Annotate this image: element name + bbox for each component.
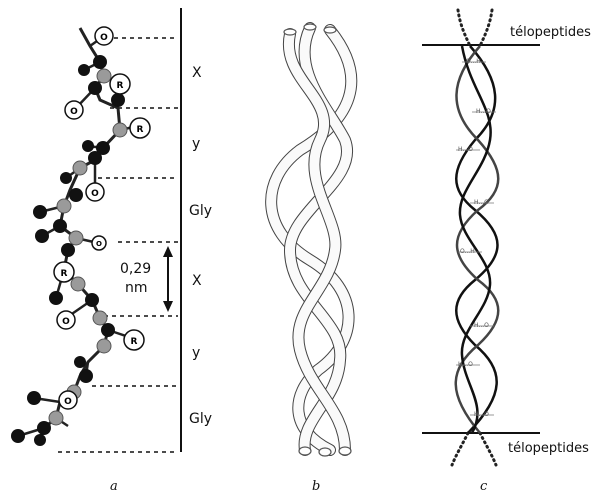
bottom-telopeptides-label: télopeptides (508, 441, 589, 456)
svg-text:R: R (137, 125, 144, 135)
atom-r-1: R (109, 73, 131, 95)
segment-label-gly: Gly (189, 203, 212, 219)
svg-text:O: O (91, 189, 99, 199)
atom-o-6: O (58, 390, 78, 410)
grey-atoms (48, 68, 128, 426)
segment-label-y: y (192, 136, 200, 152)
atom-o-4: O (91, 235, 107, 251)
caption-a: a (110, 479, 118, 494)
segment-label-x-2: X (192, 273, 202, 289)
caption-c: c (480, 479, 488, 494)
atom-r-4: R (123, 329, 145, 351)
panel-c: télopeptides télopeptides O...H (422, 8, 591, 494)
svg-text:R: R (131, 337, 138, 347)
helix-strands (454, 45, 500, 434)
atom-r-2: R (129, 117, 151, 139)
svg-text:R: R (61, 269, 68, 279)
hbond-labels: O...H H...O H...O H...O O...H H...O H...… (458, 58, 491, 418)
labelled-atoms: O R O R O O R (53, 26, 151, 410)
svg-text:O: O (100, 33, 108, 43)
svg-text:R: R (117, 81, 124, 91)
hbond-label: H...O (458, 146, 473, 153)
caption-b: b (312, 479, 320, 494)
atom-o-1: O (94, 26, 114, 46)
top-telopeptides-label: télopeptides (510, 25, 591, 40)
distance-value: 0,29 (120, 261, 151, 277)
svg-text:O: O (62, 317, 70, 327)
hbond-label: H...O (474, 199, 489, 206)
distance-unit: nm (125, 280, 148, 296)
dashed-levels (58, 37, 178, 453)
hbond-label: H...O (474, 411, 489, 418)
atom-o-2: O (64, 100, 84, 120)
hbond-label: H...O (474, 322, 489, 329)
hbond-lines (456, 61, 496, 416)
panel-b: b (265, 22, 358, 494)
atom-r-3: R (53, 261, 75, 283)
hbond-label: O...H (466, 58, 481, 65)
atom-o-3: O (85, 182, 105, 202)
telopeptide-ends (450, 8, 498, 467)
hbond-label: H...O (476, 108, 491, 115)
atom-o-5: O (56, 310, 76, 330)
distance-arrow (163, 246, 173, 312)
hbond-label: H...O (458, 361, 473, 368)
segment-label-gly-2: Gly (189, 411, 212, 427)
strand-ends (283, 23, 352, 457)
svg-text:O: O (96, 240, 102, 248)
hbond-label: O...H (460, 248, 475, 255)
panel-a: X y Gly X y Gly 0,29 nm (11, 8, 212, 494)
segment-label-y-2: y (192, 345, 200, 361)
svg-text:O: O (64, 397, 72, 407)
black-atoms (11, 55, 138, 446)
svg-text:O: O (70, 107, 78, 117)
segment-label-x: X (192, 65, 202, 81)
